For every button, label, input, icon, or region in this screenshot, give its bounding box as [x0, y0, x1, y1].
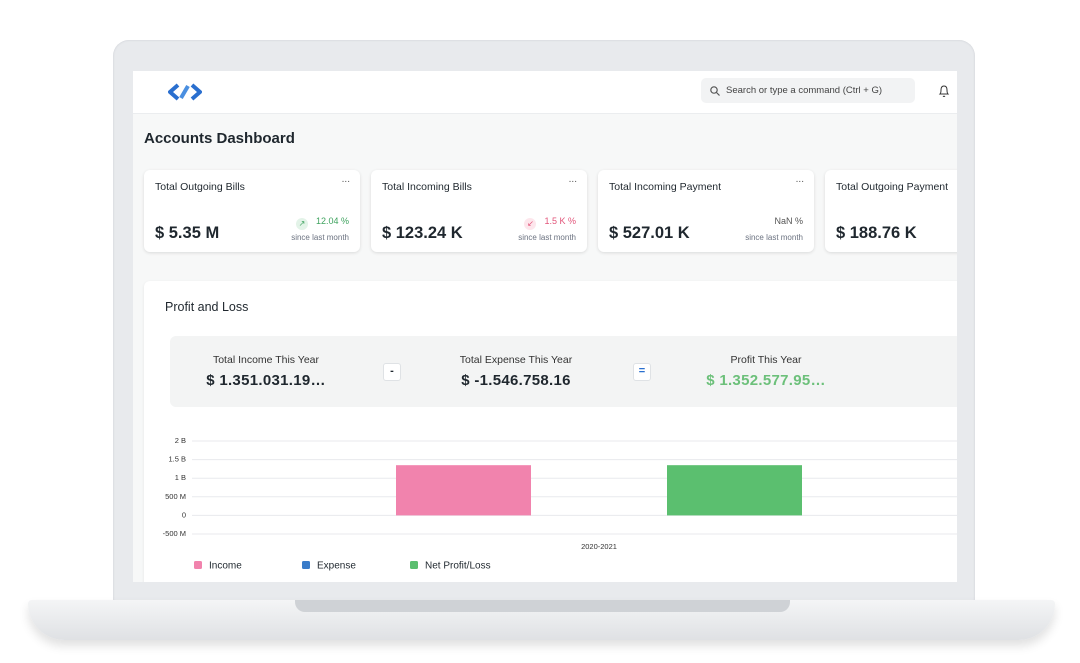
- y-tick-label: 0: [182, 510, 186, 519]
- card-menu[interactable]: ...: [341, 174, 350, 185]
- notification-bell[interactable]: [938, 84, 950, 98]
- stat-card: Total Incoming Bills ... $ 123.24 K ↙ 1.5…: [371, 170, 587, 252]
- logo[interactable]: [168, 83, 202, 101]
- card-change: ↗ 12.04 %: [295, 216, 349, 230]
- bar: [396, 465, 531, 516]
- card-title: Total Outgoing Bills: [155, 181, 245, 193]
- legend-swatch: [410, 561, 418, 569]
- summary-item: Total Expense This Year $ -1.546.758.16: [416, 336, 616, 389]
- legend-swatch: [302, 561, 310, 569]
- screen: Search or type a command (Ctrl + G) Acco…: [133, 71, 957, 582]
- stat-card: Total Outgoing Bills ... $ 5.35 M ↗ 12.04…: [144, 170, 360, 252]
- card-value: $ 188.76 K: [836, 224, 917, 242]
- panel-title: Profit and Loss: [165, 300, 249, 314]
- card-title: Total Incoming Payment: [609, 181, 722, 193]
- page-title: Accounts Dashboard: [144, 130, 295, 147]
- top-bar: Search or type a command (Ctrl + G): [133, 71, 957, 114]
- search-box[interactable]: Search or type a command (Ctrl + G): [701, 78, 915, 103]
- operator: =: [633, 363, 651, 381]
- summary-value: $ -1.546.758.16: [461, 372, 571, 389]
- card-menu[interactable]: ...: [795, 174, 804, 185]
- card-since: since last month: [518, 233, 576, 242]
- legend-label: Expense: [317, 561, 356, 572]
- card-value: $ 123.24 K: [382, 224, 463, 242]
- change-text: 12.04 %: [315, 216, 349, 226]
- summary-item: Total Income This Year $ 1.351.031.19…: [166, 336, 366, 389]
- y-tick-label: 500 M: [165, 492, 186, 501]
- y-tick-label: 2 B: [175, 436, 186, 445]
- laptop-notch: [295, 600, 790, 612]
- legend-label: Net Profit/Loss: [425, 561, 491, 572]
- stat-card: Total Incoming Payment ... $ 527.01 K Na…: [598, 170, 814, 252]
- change-text: 1.5 K %: [544, 216, 576, 226]
- summary-label: Total Income This Year: [212, 354, 320, 366]
- summary-value: $ 1.352.577.95…: [706, 372, 826, 389]
- card-title: Total Incoming Bills: [382, 181, 472, 193]
- up-icon: ↗: [295, 218, 308, 230]
- card-title: Total Outgoing Payment: [836, 181, 949, 193]
- operator: -: [383, 363, 401, 381]
- summary-value: $ 1.351.031.19…: [206, 372, 326, 389]
- y-tick-label: 1.5 B: [168, 455, 186, 464]
- summary-label: Profit This Year: [730, 354, 802, 366]
- y-tick-label: -500 M: [163, 529, 186, 538]
- search-placeholder: Search or type a command (Ctrl + G): [726, 85, 883, 96]
- profit-loss-panel: Profit and Loss Total Income This Year $…: [144, 281, 957, 582]
- card-value: $ 527.01 K: [609, 224, 690, 242]
- stat-card: Total Outgoing Payment $ 188.76 K: [825, 170, 957, 252]
- y-tick-label: 1 B: [175, 473, 186, 482]
- chart: -500 M 0 500 M 1 B 1.5 B 2 B 2020-2021 Income Ex…: [163, 436, 957, 572]
- card-value: $ 5.35 M: [155, 224, 220, 242]
- summary-label: Total Expense This Year: [459, 354, 573, 366]
- card-change: ↙ 1.5 K %: [524, 216, 576, 230]
- legend-label: Income: [209, 561, 242, 572]
- summary-item: Profit This Year $ 1.352.577.95…: [666, 336, 866, 389]
- card-change: NaN %: [774, 216, 803, 226]
- bar: [667, 465, 802, 516]
- summary-box: Total Income This Year $ 1.351.031.19… -…: [170, 336, 957, 407]
- card-since: since last month: [291, 233, 349, 242]
- down-icon: ↙: [524, 218, 537, 230]
- card-menu[interactable]: ...: [568, 174, 577, 185]
- x-tick-label: 2020-2021: [581, 542, 617, 551]
- card-since: since last month: [745, 233, 803, 242]
- legend-swatch: [194, 561, 202, 569]
